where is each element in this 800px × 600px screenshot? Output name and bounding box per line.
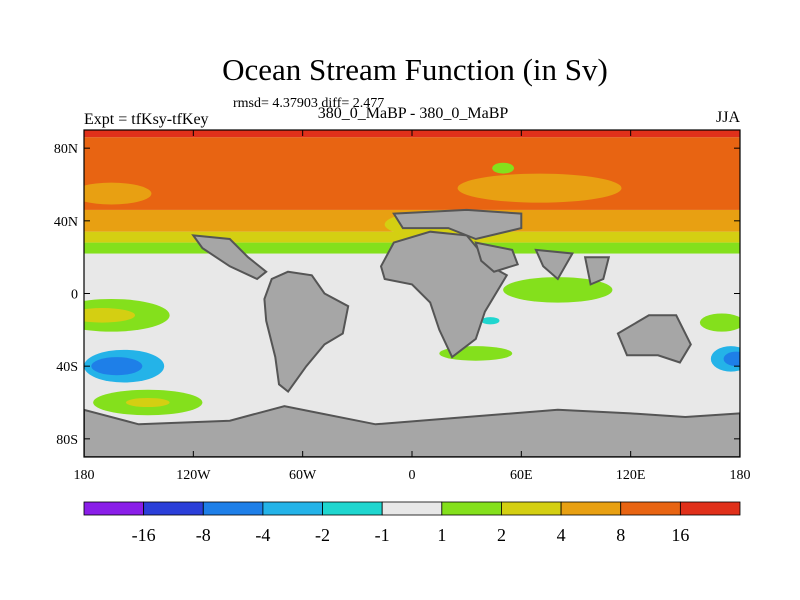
land-eurasia-block — [392, 208, 523, 241]
colorbar-swatch — [679, 501, 741, 516]
colorbar-label: 8 — [616, 525, 625, 545]
experiment-label: Expt = tfKsy-tfKey — [84, 111, 209, 128]
y-tick-label: 40S — [56, 360, 78, 375]
colorbar-swatch — [202, 501, 264, 516]
green-east-pacific — [699, 313, 740, 332]
colorbar-swatch — [501, 501, 562, 516]
land-africa — [379, 230, 509, 359]
colorbar-label: -16 — [132, 525, 156, 545]
warm-patch-eurasia — [457, 173, 622, 203]
chart-title: Ocean Stream Function (in Sv) — [222, 52, 608, 87]
land-antarctica — [84, 405, 740, 457]
x-tick-label: 120W — [176, 468, 211, 483]
land-south-america — [263, 270, 350, 394]
land-north-america-south — [191, 234, 268, 281]
x-tick-label: 180 — [730, 468, 751, 483]
colorbar-label: -8 — [196, 525, 211, 545]
colorbar-label: 16 — [671, 525, 689, 545]
cool-pocket-natlantic — [84, 182, 152, 205]
y-tick-label: 0 — [71, 288, 78, 303]
colorbar-swatch — [143, 501, 204, 516]
x-tick-label: 60E — [510, 468, 533, 483]
contour-band-1 — [84, 137, 740, 210]
period-label: 380_0_MaBP - 380_0_MaBP — [317, 105, 509, 122]
colorbar-label: 2 — [497, 525, 506, 545]
colorbar-swatch — [83, 501, 145, 516]
colorbar-label: -4 — [255, 525, 270, 545]
y-tick-label: 80N — [54, 142, 78, 157]
map-field — [84, 130, 740, 457]
colorbar-label: 4 — [557, 525, 566, 545]
land-arabia — [474, 241, 520, 273]
green-spot-arctic — [492, 162, 515, 174]
x-tick-label: 0 — [409, 468, 416, 483]
y-axis: 80N 40N 0 40S 80S — [54, 142, 740, 448]
colorbar-swatch — [262, 501, 323, 516]
equatorial-yellow-west — [84, 308, 136, 323]
equatorial-green-east — [503, 277, 613, 303]
colorbar-label: -1 — [375, 525, 390, 545]
blue-core-south-pacific — [91, 357, 143, 376]
colorbar-label: -2 — [315, 525, 330, 545]
colorbar-swatch — [322, 501, 383, 516]
blue-core-east — [723, 351, 740, 367]
colorbar-swatch — [620, 501, 681, 516]
cyan-dot-indian — [481, 317, 500, 325]
yellow-south-pacific — [125, 397, 170, 408]
season-label: JJA — [716, 109, 741, 126]
land-india — [534, 248, 575, 281]
x-tick-label: 60W — [289, 468, 317, 483]
y-tick-label: 80S — [56, 433, 78, 448]
land-australia — [616, 314, 692, 364]
land-se-asia — [583, 256, 611, 286]
y-tick-label: 40N — [54, 215, 78, 230]
stats-text: rmsd= 4.37903 diff= 2.477 — [233, 96, 385, 111]
colorbar-swatch — [381, 501, 443, 516]
colorbar-swatch — [560, 501, 622, 516]
colorbar: -16 -8 -4 -2 -1 1 2 4 8 16 — [83, 501, 741, 545]
colorbar-label: 1 — [437, 525, 446, 545]
x-axis: 180 120W 60W 0 60E 120E 180 — [74, 130, 751, 483]
x-tick-label: 120E — [616, 468, 646, 483]
x-tick-label: 180 — [74, 468, 95, 483]
colorbar-swatch — [441, 501, 502, 516]
